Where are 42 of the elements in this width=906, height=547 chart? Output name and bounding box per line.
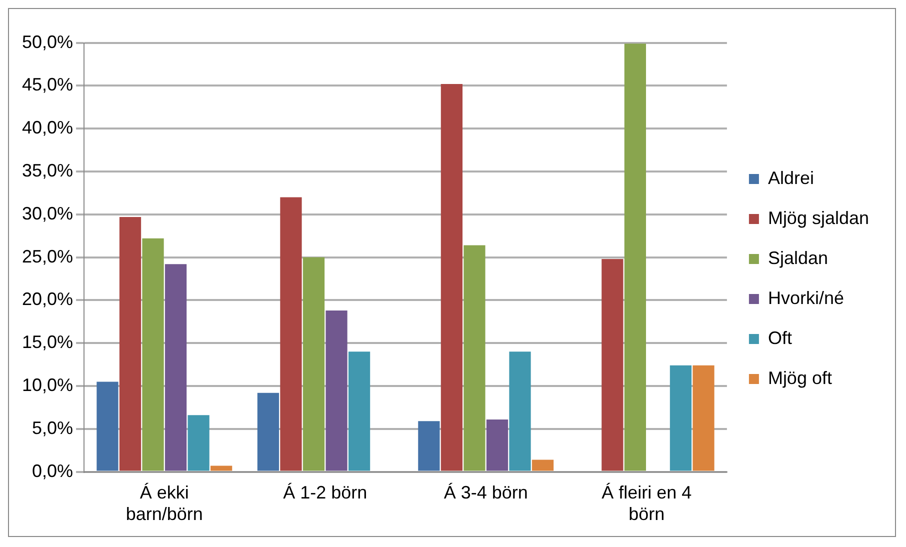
bar xyxy=(257,392,280,471)
x-tick-label: Á 1-2 börn xyxy=(283,482,368,503)
x-tick-label: Á fleiri en 4 börn xyxy=(602,482,692,524)
y-tick-label: 50,0% xyxy=(22,32,74,52)
bar xyxy=(486,419,508,471)
bar xyxy=(670,365,692,471)
y-tick-label: 45,0% xyxy=(22,74,74,95)
bar xyxy=(142,238,164,471)
bar xyxy=(464,245,486,471)
bar xyxy=(119,216,142,471)
y-tick-label: 35,0% xyxy=(22,160,74,180)
bar xyxy=(532,460,554,471)
y-tick-label: 30,0% xyxy=(22,203,74,224)
legend-label: Mjög sjaldan xyxy=(768,208,870,228)
x-tick-label: Á 3-4 börn xyxy=(444,482,528,503)
legend-label: Aldrei xyxy=(768,168,814,188)
bar xyxy=(210,466,232,471)
legend-label: Oft xyxy=(768,328,792,348)
bar xyxy=(326,310,348,471)
bar xyxy=(440,84,463,471)
bar xyxy=(302,257,325,471)
bar xyxy=(509,352,531,471)
bar xyxy=(692,365,714,471)
y-tick-label: 25,0% xyxy=(22,246,74,266)
bar xyxy=(602,259,624,471)
bar xyxy=(418,421,440,471)
bar xyxy=(280,197,302,471)
bar xyxy=(624,44,646,471)
legend-label: Sjaldan xyxy=(768,248,828,268)
bar xyxy=(164,264,187,471)
bar xyxy=(96,382,118,471)
x-tick-label: Á ekki barn/börn xyxy=(126,482,203,524)
y-tick-label: 20,0% xyxy=(22,289,74,310)
y-tick-label: 10,0% xyxy=(22,374,74,395)
bar xyxy=(348,352,370,471)
bar xyxy=(188,415,210,471)
legend-label: Hvorki/né xyxy=(768,288,844,308)
y-tick-label: 0,0% xyxy=(32,460,74,481)
y-tick-label: 5,0% xyxy=(32,418,74,438)
legend-label: Mjög oft xyxy=(768,368,832,388)
y-tick-label: 15,0% xyxy=(22,332,74,352)
y-tick-label: 40,0% xyxy=(22,118,74,138)
